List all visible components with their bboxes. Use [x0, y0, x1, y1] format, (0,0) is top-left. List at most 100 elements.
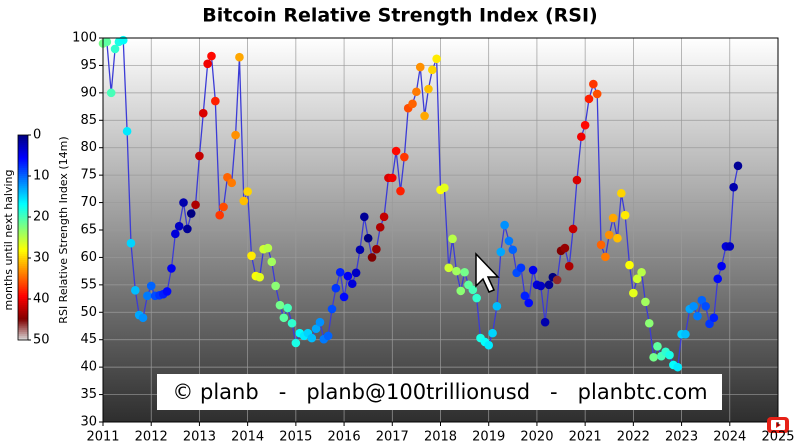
x-tick-label: 2022 — [617, 430, 650, 445]
rsi-point — [291, 338, 301, 348]
colorbar-segment — [18, 206, 28, 210]
chart-title: Bitcoin Relative Strength Index (RSI) — [202, 5, 597, 27]
colorbar-segment — [18, 147, 28, 150]
colorbar-segment — [18, 235, 28, 238]
colorbar-segment — [18, 180, 28, 183]
rsi-point — [387, 173, 397, 183]
rsi-point — [520, 291, 530, 301]
colorbar-segment — [18, 284, 28, 288]
colorbar-segment — [18, 253, 28, 257]
y-tick-label: 80 — [80, 140, 97, 155]
rsi-point — [424, 84, 433, 94]
colorbar-segment — [18, 333, 28, 337]
rsi-point — [138, 313, 148, 323]
rsi-point — [396, 186, 405, 196]
rsi-point — [496, 247, 506, 257]
rsi-point — [239, 196, 249, 206]
rsi-point — [219, 202, 228, 212]
colorbar-segment — [18, 311, 28, 314]
rsi-point — [283, 303, 292, 313]
rsi-point — [681, 329, 690, 339]
colorbar-segment — [18, 296, 28, 300]
watermark-box — [157, 374, 722, 410]
colorbar-segment — [18, 188, 28, 191]
rsi-point — [629, 288, 638, 298]
colorbar-segment — [18, 173, 28, 177]
colorbar-tick-label: 40 — [33, 292, 50, 307]
rsi-point — [287, 318, 297, 328]
y-tick-label: 90 — [80, 85, 97, 100]
rsi-point — [247, 251, 256, 261]
y-tick-label: 35 — [80, 387, 97, 402]
y-tick-label: 65 — [80, 223, 97, 238]
y-tick-label: 100 — [72, 31, 97, 46]
rsi-point — [440, 183, 449, 193]
colorbar-segment — [18, 260, 28, 263]
rsi-point — [488, 328, 497, 338]
colorbar-segment — [18, 313, 28, 316]
colorbar-segment — [18, 290, 28, 294]
colorbar-segment — [18, 229, 28, 232]
rsi-point — [231, 130, 240, 140]
colorbar-segment — [18, 315, 28, 318]
colorbar-segment — [18, 192, 28, 195]
rsi-point — [179, 198, 188, 207]
colorbar-tick-label: 50 — [33, 333, 50, 348]
rsi-point — [709, 313, 719, 323]
rsi-point — [552, 275, 562, 285]
rsi-point — [665, 350, 674, 360]
rsi-point — [131, 286, 140, 295]
colorbar-tick-label: 30 — [33, 251, 50, 266]
colorbar-segment — [18, 307, 28, 310]
y-tick-label: 85 — [80, 113, 97, 128]
rsi-point — [106, 88, 116, 98]
rsi-point — [608, 213, 618, 223]
rsi-point — [432, 54, 441, 64]
colorbar: 0 10 20 30 40 50 — [17, 128, 50, 348]
rsi-point — [544, 280, 554, 290]
colorbar-segment — [18, 309, 28, 312]
rsi-point — [580, 120, 590, 130]
y-tick-label: 40 — [80, 360, 97, 375]
rsi-point — [415, 62, 425, 72]
rsi-point — [713, 274, 723, 284]
x-tick-label: 2018 — [424, 430, 457, 445]
rsi-point — [568, 224, 578, 234]
rsi-point — [408, 99, 417, 109]
rsi-point — [620, 210, 630, 220]
colorbar-title: months until next halving — [2, 170, 15, 311]
rsi-point — [198, 108, 208, 118]
x-tick-label: 2011 — [86, 430, 119, 445]
rsi-point — [375, 222, 385, 232]
colorbar-segment — [18, 221, 28, 224]
colorbar-segment — [18, 194, 28, 197]
rsi-point — [363, 233, 373, 243]
rsi-point — [351, 268, 361, 278]
marks — [98, 35, 743, 372]
colorbar-segment — [18, 171, 28, 175]
colorbar-segment — [18, 331, 28, 335]
colorbar-segment — [18, 182, 28, 185]
colorbar-segment — [18, 251, 28, 255]
colorbar-segment — [18, 258, 28, 261]
colorbar-segment — [18, 208, 28, 212]
rsi-point — [516, 263, 526, 273]
rsi-point — [632, 274, 642, 284]
rsi-point — [195, 151, 204, 161]
colorbar-segment — [18, 159, 28, 163]
colorbar-segment — [18, 231, 28, 234]
colorbar-segment — [18, 157, 28, 161]
y-tick-label: 30 — [80, 415, 97, 430]
colorbar-segment — [18, 196, 28, 200]
rsi-point — [400, 152, 409, 162]
rsi-point — [572, 175, 582, 185]
rsi-point — [343, 271, 353, 281]
colorbar-segment — [18, 266, 28, 269]
rsi-point — [584, 94, 594, 104]
rsi-point — [601, 252, 610, 262]
colorbar-segment — [18, 303, 28, 306]
rsi-point — [729, 182, 738, 192]
rsi-point — [203, 59, 212, 69]
colorbar-segment — [18, 163, 28, 167]
